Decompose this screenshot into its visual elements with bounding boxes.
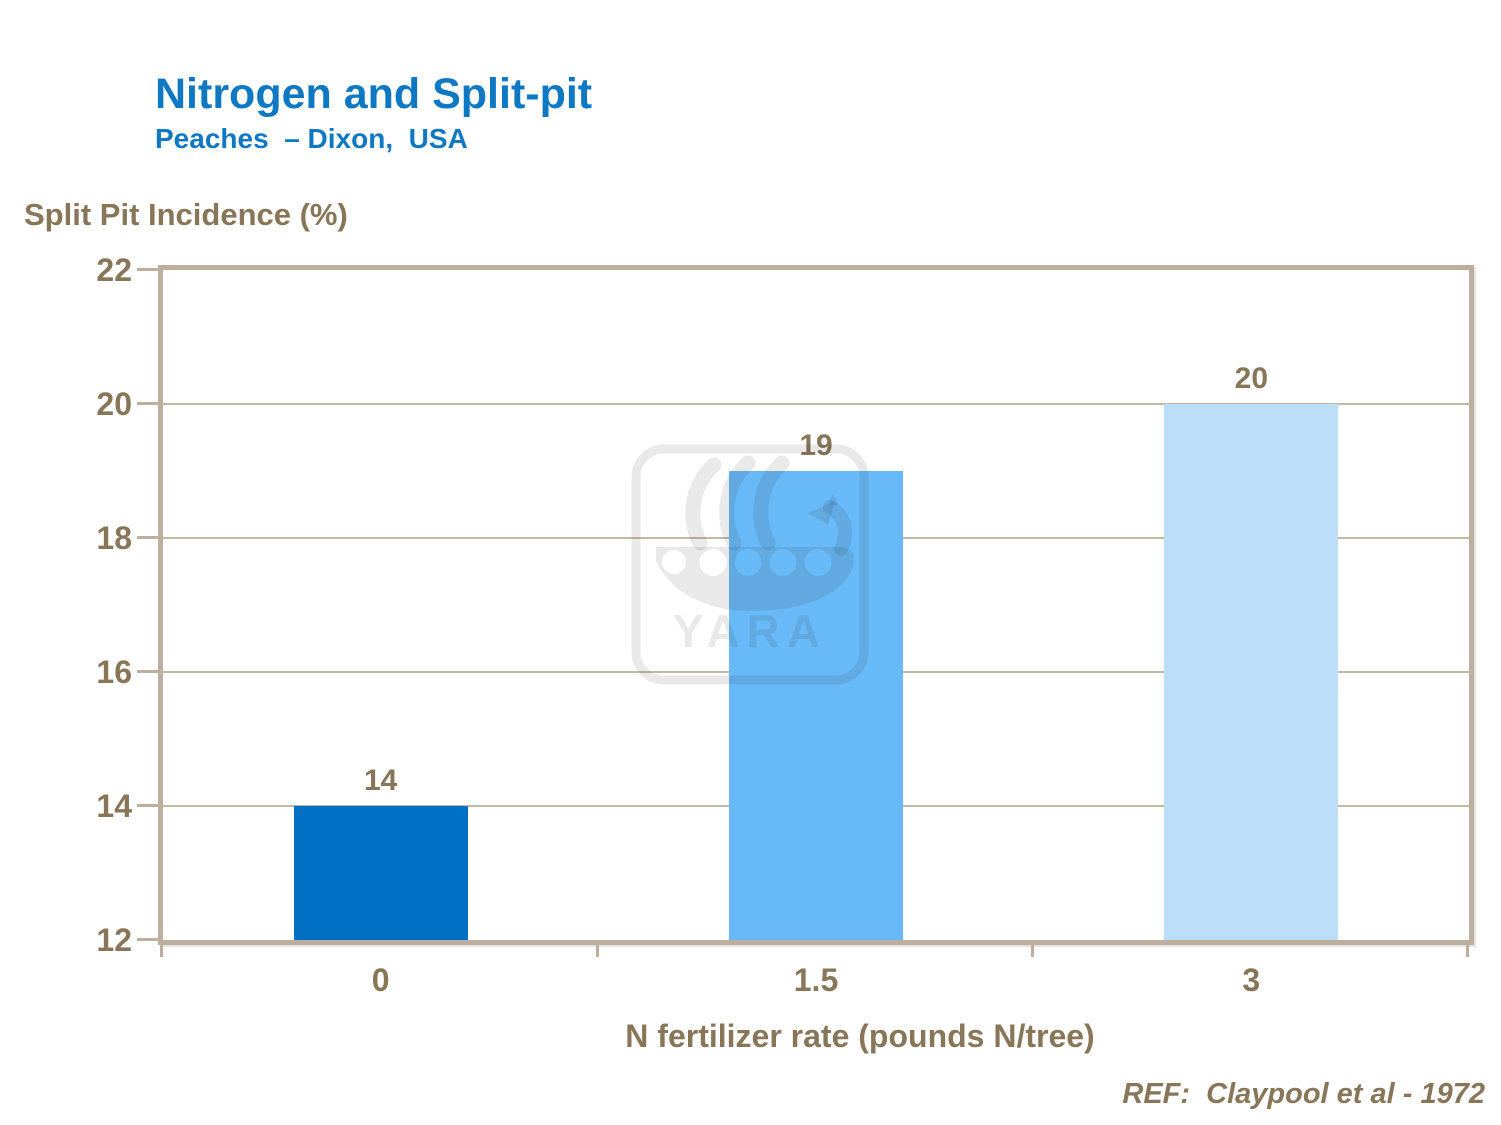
gridline — [163, 403, 1469, 405]
yara-logo-watermark: YARA — [631, 444, 869, 685]
chart-title: Nitrogen and Split-pit — [155, 70, 593, 118]
bar — [729, 471, 903, 940]
y-axis-tick-labels: 22 20 18 16 14 12 — [28, 0, 132, 1125]
data-label: 20 — [1234, 362, 1269, 395]
sail-icon — [753, 455, 790, 551]
data-label: 14 — [363, 764, 398, 797]
y-axis-tick — [137, 536, 158, 539]
y-axis-tick — [137, 804, 158, 807]
plot-area: 14 19 20 — [158, 265, 1474, 945]
y-tick-label: 12 — [96, 922, 132, 958]
watermark-wordmark: YARA — [673, 605, 827, 657]
y-tick-label: 22 — [96, 252, 132, 288]
bar — [1164, 404, 1339, 940]
y-axis-tick — [137, 670, 158, 673]
y-axis-tick — [137, 938, 158, 941]
y-axis-tick — [137, 268, 158, 271]
x-tick-label: 0 — [371, 962, 390, 998]
watermark-border — [631, 444, 869, 685]
y-tick-label: 16 — [96, 654, 132, 690]
dragon-head-icon — [808, 501, 835, 525]
x-axis-tick — [160, 944, 163, 957]
reference-text: REF: Claypool et al - 1972 — [1122, 1078, 1485, 1110]
y-tick-label: 14 — [96, 788, 132, 824]
y-tick-label: 18 — [96, 520, 132, 556]
dragon-horn-icon — [828, 493, 838, 505]
x-axis-tick — [1031, 944, 1034, 957]
y-tick-label: 20 — [96, 386, 132, 422]
ship-hull-icon — [656, 547, 855, 611]
data-label: 19 — [799, 429, 833, 462]
sail-icon — [719, 455, 756, 551]
sail-icon — [685, 457, 722, 551]
x-axis-tick — [596, 944, 599, 957]
x-tick-label: 1.5 — [793, 962, 839, 998]
y-axis-tick — [137, 402, 158, 405]
chart-subtitle: Peaches – Dixon, USA — [155, 123, 468, 154]
x-tick-label: 3 — [1242, 962, 1261, 998]
bar — [293, 806, 468, 940]
y-axis-title: Split Pit Incidence (%) — [24, 197, 348, 232]
x-axis-tick — [1466, 944, 1469, 957]
x-axis-title: N fertilizer rate (pounds N/tree) — [625, 1018, 1095, 1054]
dragon-neck-icon — [823, 500, 853, 556]
